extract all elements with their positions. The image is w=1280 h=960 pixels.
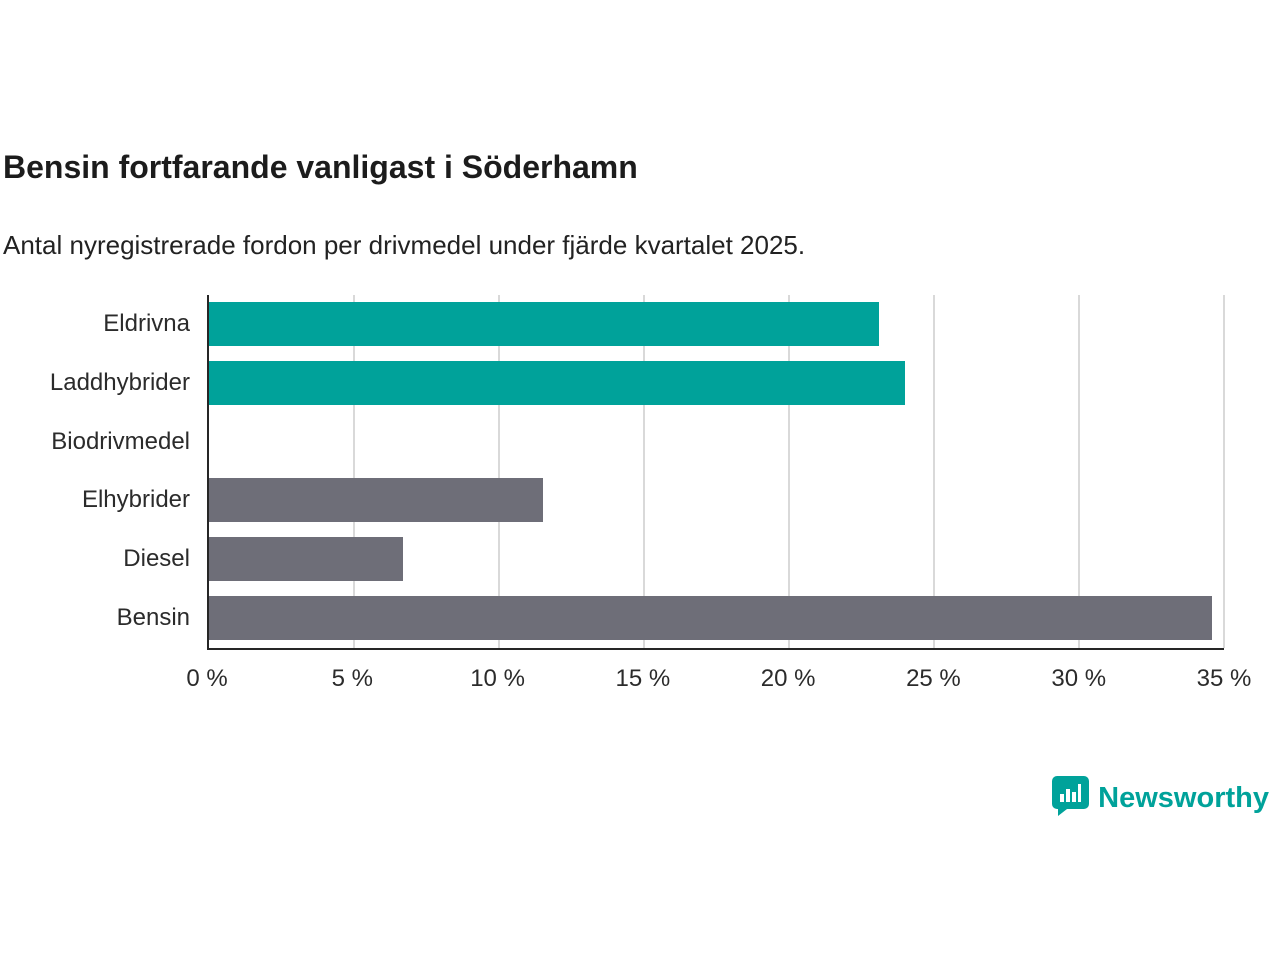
bar-row: Elhybrider [82, 471, 1224, 530]
chart-header: Bensin fortfarande vanligast i Söderhamn… [0, 0, 1280, 262]
bar-chart: Eldrivna Laddhybrider Biodrivmedel Elhybrid… [0, 294, 1280, 695]
gridline [933, 294, 935, 648]
bar-row: Eldrivna [103, 295, 1224, 354]
bar-diesel [209, 537, 404, 582]
gridlines [209, 294, 1225, 648]
gridline [643, 294, 645, 648]
category-label: Bensin [116, 604, 190, 632]
bar-row: Laddhybrider [50, 353, 1224, 412]
category-label: Biodrivmedel [51, 427, 190, 455]
bar-elhybrider [209, 478, 543, 523]
category-label: Eldrivna [103, 309, 190, 337]
gridline [1078, 294, 1080, 648]
category-label: Laddhybrider [49, 368, 190, 396]
x-tick-label: 25 % [906, 664, 961, 692]
bar-row: Bensin [117, 589, 1224, 648]
x-axis: 0 % 5 % 10 % 15 % 20 % 25 % 30 % 35 % [186, 650, 1251, 695]
bar-laddhybrider [209, 360, 905, 405]
gridline [498, 294, 500, 648]
gridline [1223, 294, 1225, 648]
x-tick-label: 20 % [760, 664, 816, 692]
x-tick-label: 5 % [331, 664, 373, 692]
gridline [788, 294, 790, 648]
bar-row: Diesel [123, 530, 1224, 589]
plot-area: Eldrivna Laddhybrider Biodrivmedel Elhybrid… [50, 294, 1225, 650]
gridline [353, 294, 355, 648]
bar-row: Biodrivmedel [51, 412, 1224, 471]
newsworthy-icon [1052, 776, 1090, 821]
newsworthy-wordmark: Newsworthy [1098, 782, 1269, 814]
bar-bensin [209, 596, 1213, 641]
category-label: Diesel [123, 545, 190, 573]
x-tick-label: 10 % [470, 664, 525, 692]
newsworthy-logo: Newsworthy [1052, 776, 1269, 821]
x-tick-label: 30 % [1051, 664, 1107, 692]
chart-title: Bensin fortfarande vanligast i Söderhamn [3, 149, 638, 185]
category-label: Elhybrider [81, 486, 190, 514]
chart-subtitle: Antal nyregistrerade fordon per drivmede… [3, 230, 806, 261]
bar-rows: Eldrivna Laddhybrider Biodrivmedel Elhybrid… [50, 295, 1224, 648]
x-tick-label: 35 % [1196, 664, 1252, 692]
bar-eldrivna [209, 301, 879, 346]
x-tick-label: 0 % [186, 664, 228, 692]
x-tick-label: 15 % [615, 664, 671, 692]
